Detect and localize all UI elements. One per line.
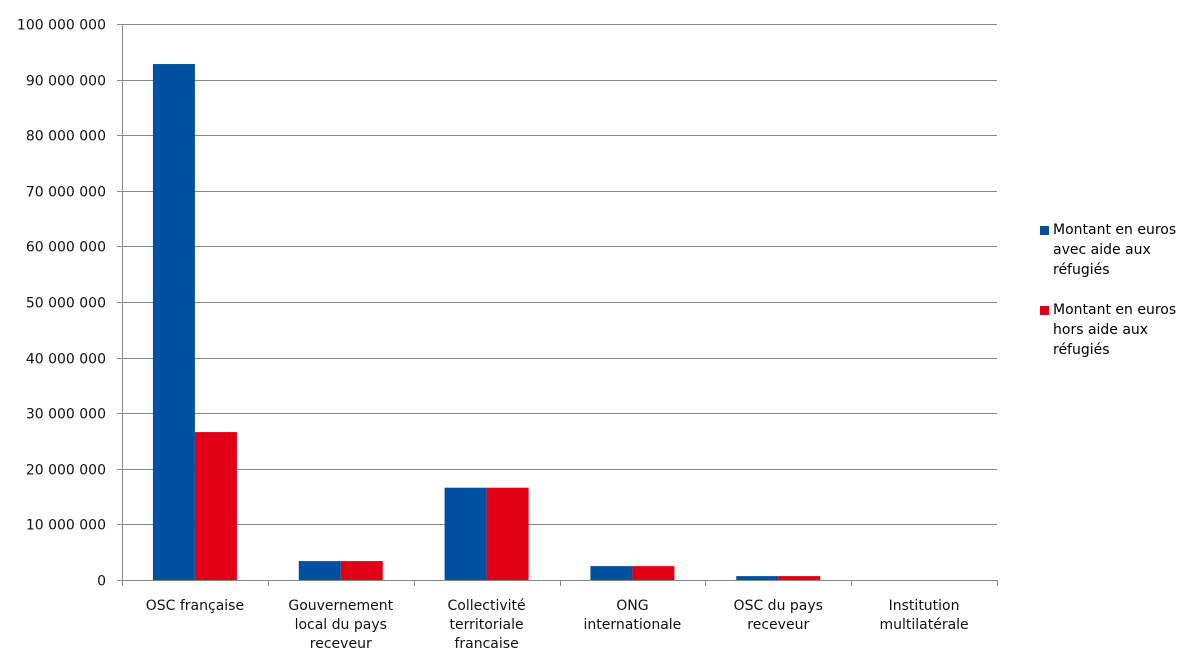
axes	[117, 24, 998, 586]
bars	[152, 64, 821, 581]
bar-series-2	[486, 487, 529, 580]
bar-series-1	[298, 561, 341, 580]
legend-swatch	[1040, 226, 1049, 235]
bar-series-2	[632, 566, 675, 580]
bar-chart: 0 10 000 000 20 000 000 30 000 000 40 000 00…	[17, 18, 998, 652]
y-tick-label: 70 000 000	[26, 185, 106, 201]
bar-series-1	[590, 566, 633, 580]
y-tick-label: 30 000 000	[26, 407, 106, 423]
x-tick-label: Institution multilatérale	[879, 598, 968, 633]
y-tick-label: 10 000 000	[26, 518, 106, 534]
legend: Montant en euros avec aide aux réfugiés Mon…	[1040, 220, 1196, 380]
legend-swatch	[1040, 306, 1049, 315]
x-tick-label: OSC du pays receveur	[734, 598, 823, 633]
y-tick-label: 0	[97, 574, 106, 590]
legend-item-series-2: Montant en euros hors aide aux réfugiés	[1040, 300, 1196, 360]
y-tick-label: 20 000 000	[26, 463, 106, 479]
bar-series-2	[340, 561, 383, 580]
bar-series-1	[736, 576, 779, 580]
y-tick-label: 80 000 000	[26, 129, 106, 145]
bar-series-2	[194, 432, 237, 580]
y-tick-label: 60 000 000	[26, 240, 106, 256]
y-tick-label: 40 000 000	[26, 352, 106, 368]
legend-item-series-1: Montant en euros avec aide aux réfugiés	[1040, 220, 1196, 280]
x-tick-label: Collectivité territoriale francaise	[448, 598, 526, 652]
x-tick-label: ONG internationale	[584, 598, 682, 633]
y-tick-labels: 0 10 000 000 20 000 000 30 000 000 40 000 00…	[17, 18, 106, 590]
x-tick-labels: OSC française Gouvernement local du pays re…	[146, 598, 969, 652]
grid-lines	[122, 24, 997, 525]
bar-series-1	[152, 64, 195, 581]
legend-label: Montant en euros avec aide aux réfugiés	[1053, 222, 1177, 278]
x-tick-label: Gouvernement local du pays receveur	[288, 598, 393, 652]
y-tick-label: 50 000 000	[26, 296, 106, 312]
x-tick-label: OSC française	[146, 598, 244, 614]
bar-series-1	[444, 487, 487, 580]
y-tick-label: 100 000 000	[17, 18, 106, 34]
y-tick-label: 90 000 000	[26, 74, 106, 90]
legend-label: Montant en euros hors aide aux réfugiés	[1053, 302, 1177, 358]
bar-series-2	[778, 576, 821, 580]
